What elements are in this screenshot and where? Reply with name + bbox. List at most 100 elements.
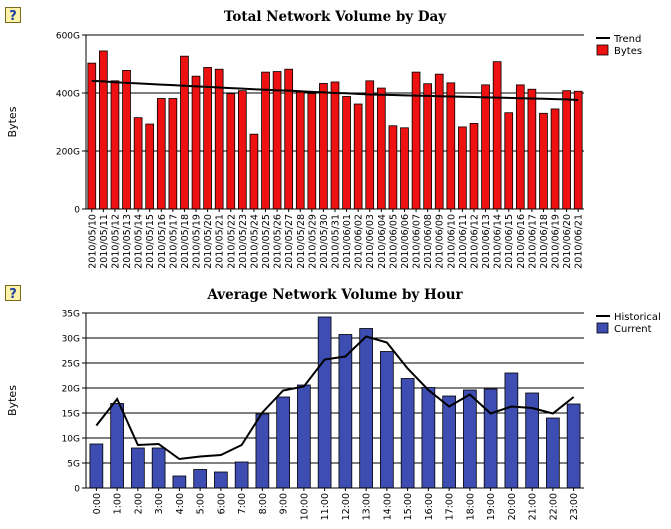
bar <box>442 395 456 489</box>
x-tick-label: 2010/06/13 <box>481 214 492 269</box>
bar <box>446 82 456 210</box>
bar <box>573 90 583 210</box>
x-tick-label: 2010/06/20 <box>562 214 573 269</box>
y-tick-label: 35G <box>62 310 80 320</box>
y-tick-label: 0 <box>74 485 80 495</box>
x-tick-label: 2010/06/08 <box>423 214 434 269</box>
legend-bar-swatch <box>596 322 609 334</box>
y-tick-label: 200G <box>56 148 80 158</box>
x-tick-label: 15:00 <box>403 493 414 520</box>
y-tick-label: 25G <box>62 360 80 370</box>
chart-2: Average Network Volume by Hour Bytes 0 5G 10… <box>6 287 661 520</box>
bar <box>172 475 187 489</box>
x-tick-label: 23:00 <box>569 493 580 520</box>
bar <box>359 328 373 489</box>
y-tick-label: 0 <box>74 206 80 216</box>
y-axis-label: Bytes <box>6 385 19 416</box>
x-tick-label: 2010/06/17 <box>527 214 538 269</box>
x-tick-label: 8:00 <box>258 493 269 514</box>
x-tick-label: 2010/05/26 <box>273 214 284 269</box>
x-tick-label: 10:00 <box>299 493 310 520</box>
bar <box>400 378 415 489</box>
bar <box>234 461 249 489</box>
y-tick-label: 20G <box>62 385 80 395</box>
bar <box>481 84 490 210</box>
chart-1: Total Network Volume by Day Bytes 0 200G 400… <box>6 9 642 269</box>
legend-label: Bytes <box>614 46 642 57</box>
x-tick-label: 13:00 <box>362 493 373 520</box>
x-tick-label: 2010/05/10 <box>87 214 98 269</box>
bar <box>191 75 201 210</box>
y-tick-label: 10G <box>62 435 80 445</box>
x-tick-label: 0:00 <box>92 493 103 514</box>
bar <box>297 384 311 489</box>
x-tick-label: 2010/06/11 <box>458 214 469 269</box>
x-tick-label: 3:00 <box>154 493 165 514</box>
bar <box>295 91 305 210</box>
bar <box>151 447 166 489</box>
bar <box>307 93 317 210</box>
bar <box>458 126 467 210</box>
x-tick-label: 2010/05/21 <box>215 214 226 269</box>
x-tick-label: 7:00 <box>237 493 248 514</box>
x-tick-label: 2010/06/12 <box>469 214 480 269</box>
bar <box>550 108 560 210</box>
legend-label: Trend <box>613 34 641 45</box>
question-mark-icon: ? <box>5 7 21 24</box>
bar <box>546 417 560 489</box>
x-tick-label: 9:00 <box>279 493 290 514</box>
x-tick-label: 2010/05/11 <box>99 214 110 269</box>
x-tick-label: 2010/06/07 <box>412 214 423 269</box>
bar <box>400 127 409 210</box>
bar <box>515 84 525 210</box>
legend-label: Current <box>614 324 652 335</box>
x-tick-label: 2010/05/14 <box>134 214 145 269</box>
bar <box>388 125 398 210</box>
x-tick-label: 2010/05/15 <box>145 214 156 269</box>
bar <box>342 96 351 210</box>
chart-title: Average Network Volume by Hour <box>206 287 463 303</box>
y-tick-label: 15G <box>62 410 80 420</box>
bar <box>434 73 444 210</box>
x-tick-label: 2010/05/13 <box>122 214 133 269</box>
x-tick-label: 2010/06/05 <box>388 214 399 269</box>
bar <box>122 69 131 210</box>
x-tick-label: 2:00 <box>133 493 144 514</box>
x-tick-label: 19:00 <box>486 493 497 520</box>
y-tick-label: 30G <box>62 335 80 345</box>
bar <box>504 372 519 489</box>
x-tick-label: 2010/05/25 <box>261 214 272 269</box>
bar <box>156 98 166 210</box>
chart1-help-icon[interactable]: ? <box>5 7 21 24</box>
bar <box>168 98 178 210</box>
x-tick-label: 2010/06/01 <box>342 214 353 269</box>
series-line <box>91 79 579 101</box>
bar <box>99 50 108 210</box>
bar <box>276 396 290 489</box>
bar <box>562 90 571 210</box>
bar <box>353 103 363 210</box>
chart-title: Total Network Volume by Day <box>224 9 447 25</box>
x-tick-label: 18:00 <box>465 493 476 520</box>
chart2-help-icon[interactable]: ? <box>5 285 21 302</box>
x-tick-label: 2010/06/03 <box>365 214 376 269</box>
x-tick-label: 2010/05/31 <box>331 214 342 269</box>
bar <box>463 389 477 489</box>
x-tick-label: 21:00 <box>528 493 539 520</box>
x-tick-label: 17:00 <box>445 493 456 520</box>
x-tick-label: 2010/06/14 <box>493 214 504 269</box>
bar <box>131 447 145 489</box>
bar <box>255 413 270 489</box>
x-tick-label: 2010/05/23 <box>238 214 249 269</box>
bar <box>89 443 104 489</box>
x-tick-label: 22:00 <box>548 493 559 520</box>
x-tick-label: 11:00 <box>320 493 331 520</box>
bar <box>483 388 498 489</box>
y-tick-label: 400G <box>56 90 80 100</box>
x-tick-label: 2010/05/18 <box>180 214 191 269</box>
x-tick-label: 4:00 <box>175 493 186 514</box>
bar <box>365 80 375 210</box>
x-tick-label: 2010/05/22 <box>226 214 237 269</box>
